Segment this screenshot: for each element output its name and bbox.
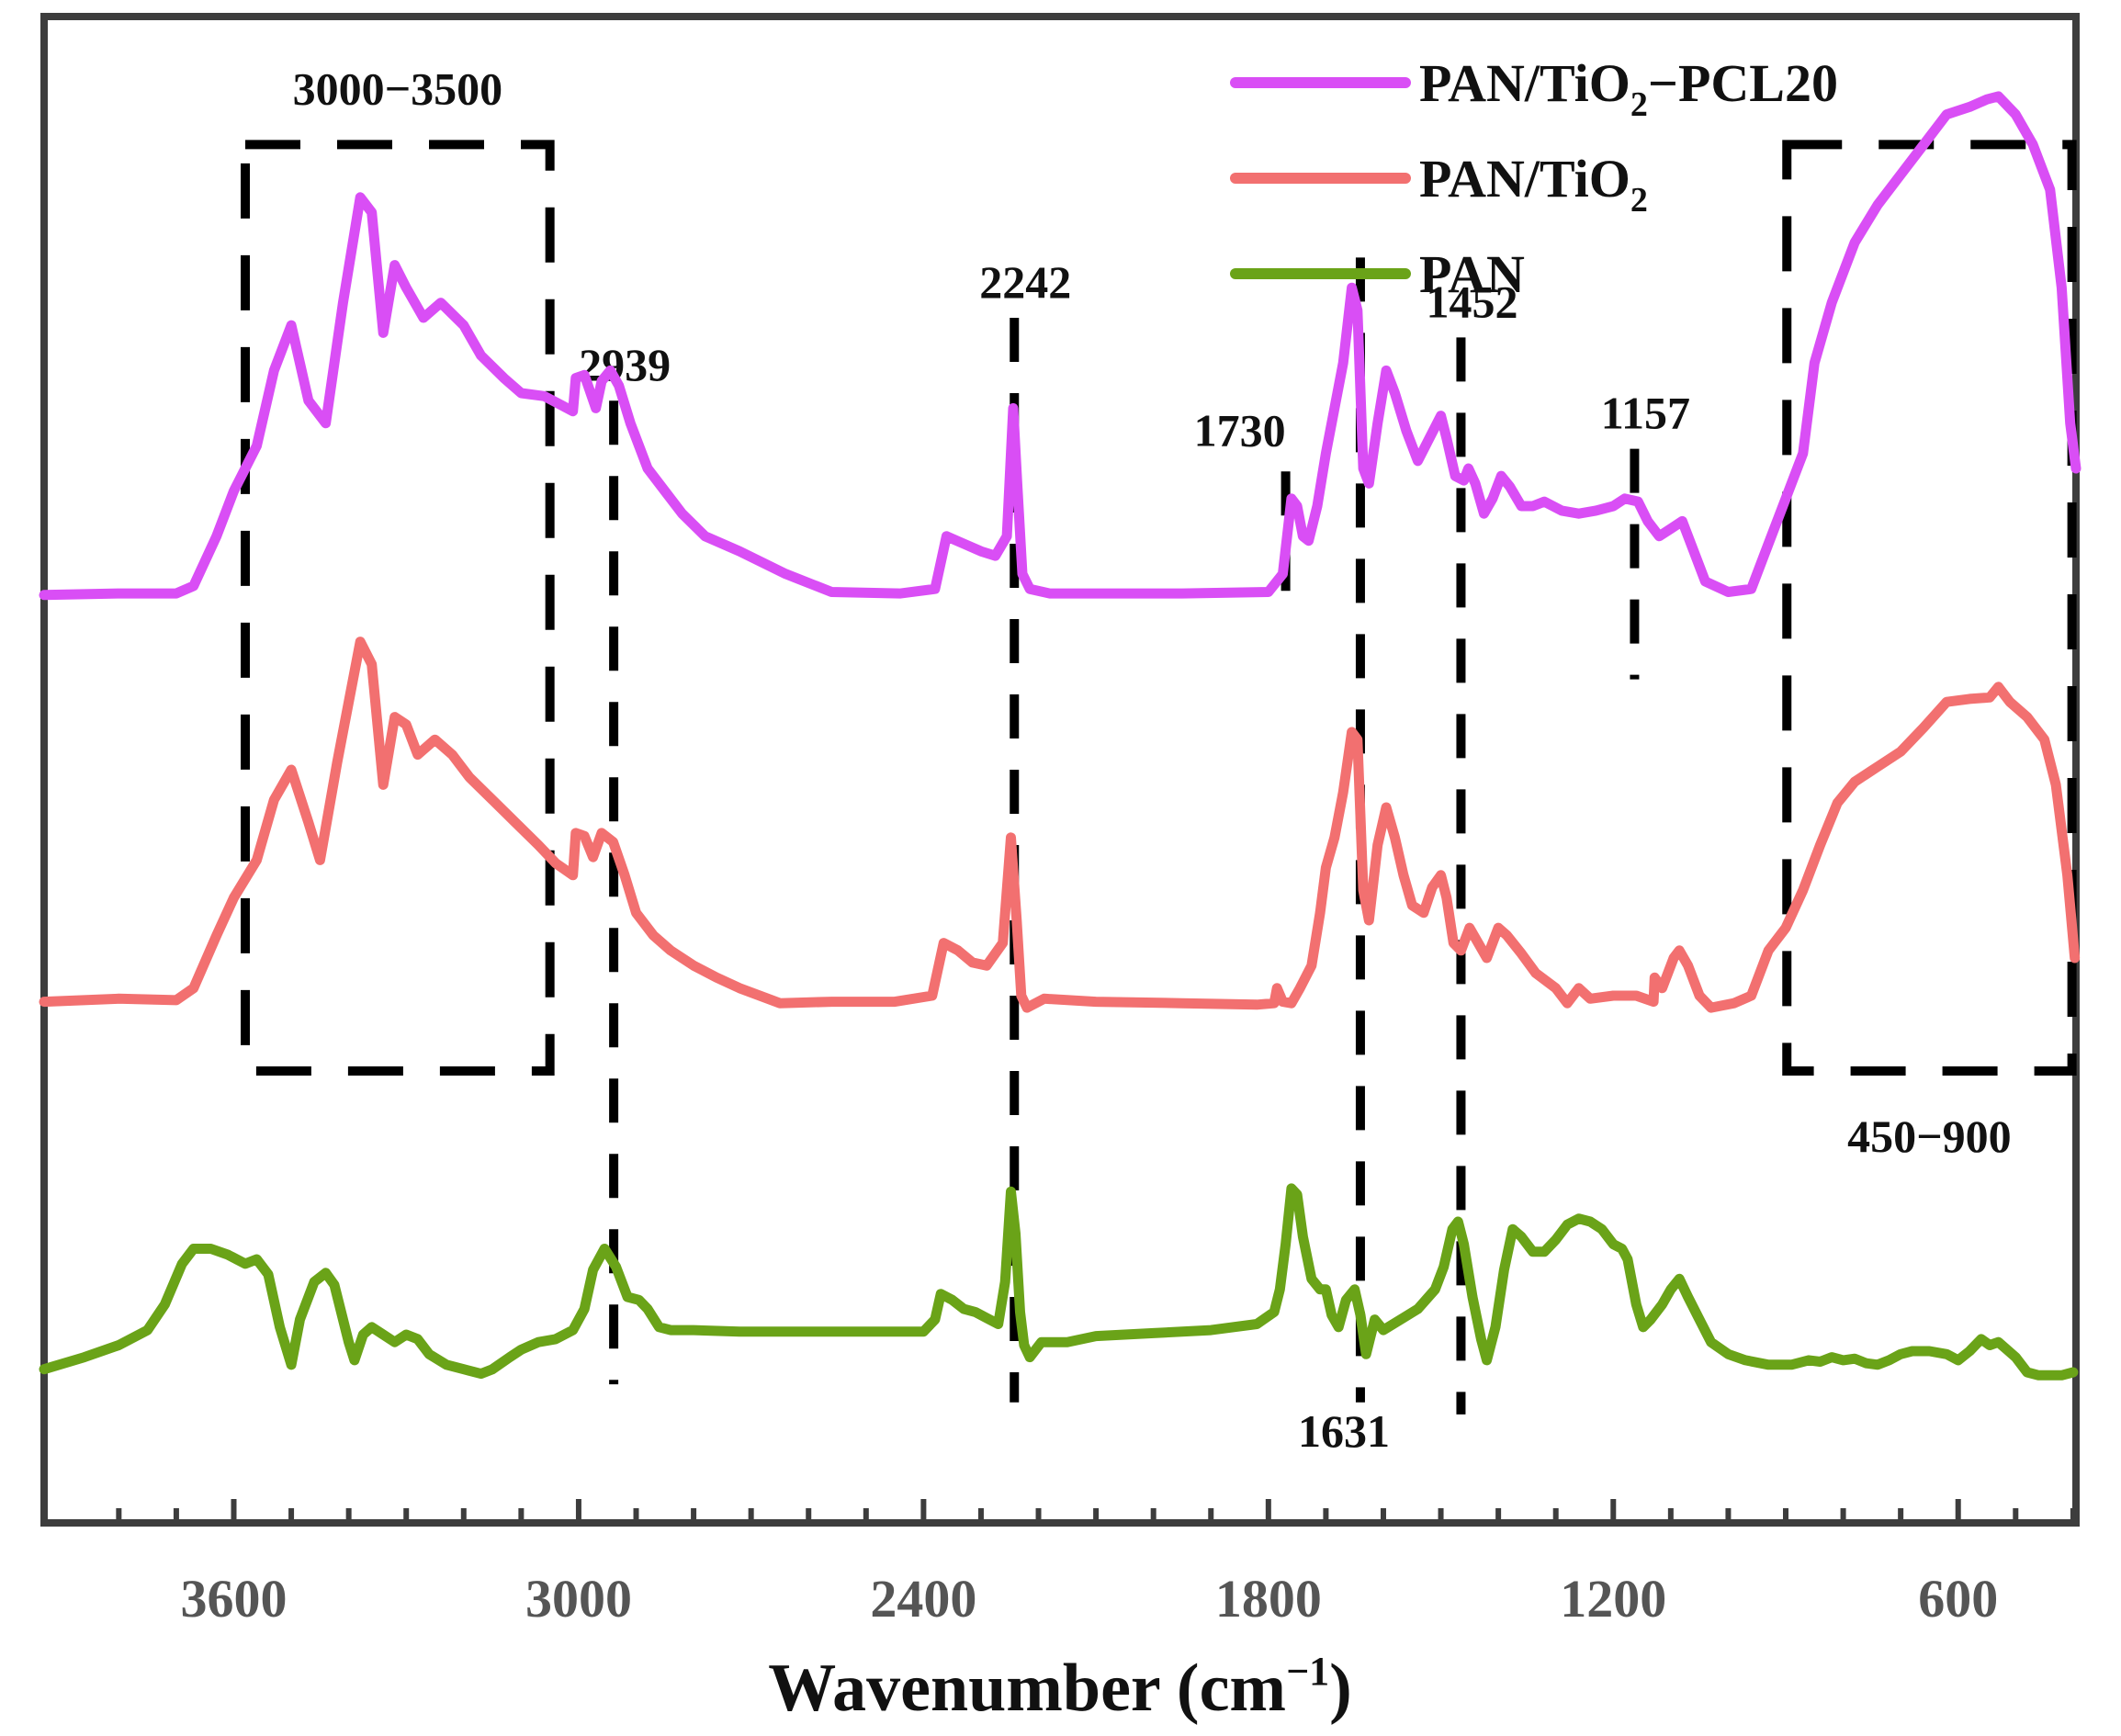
legend: PAN/TiO2−PCL20 PAN/TiO2 PAN: [1230, 53, 1838, 304]
series-line-pan: [39, 1183, 2079, 1381]
series-lines: [39, 91, 2082, 1381]
peak-label-1157: 1157: [1601, 388, 1690, 439]
legend-label-pan-tio2: PAN/TiO2: [1419, 149, 1648, 220]
x-tick-label-1200: 1200: [1560, 1569, 1666, 1629]
x-tick-label-600: 600: [1918, 1569, 1998, 1629]
peak-label-1452: 1452: [1426, 276, 1517, 327]
x-tick-label-1800: 1800: [1215, 1569, 1322, 1629]
plot-frame: [40, 13, 2080, 1527]
legend-label-pan-tio2-pcl20: PAN/TiO2−PCL20: [1419, 53, 1838, 124]
region-label-3000-3500: 3000−3500: [293, 62, 503, 114]
region-box-450-900: [1782, 140, 2077, 1076]
peak-markers: 2939 2242 1730 1631 1452 1157: [579, 256, 1690, 1457]
peak-label-1631: 1631: [1298, 1405, 1390, 1457]
legend-label-pan: PAN: [1419, 244, 1525, 304]
x-tick-label-3000: 3000: [525, 1569, 632, 1629]
x-tick-label-3600: 3600: [180, 1569, 287, 1629]
series-line-pan-tio2: [39, 637, 2081, 1013]
peak-label-2939: 2939: [579, 339, 671, 390]
series-line-pan-tio2-pcl20: [39, 91, 2082, 601]
peak-label-1730: 1730: [1194, 404, 1286, 456]
peak-label-2242: 2242: [979, 256, 1071, 308]
x-axis-ticks: 3600 3000 2400 1800 1200 600: [116, 1499, 2076, 1629]
x-tick-label-2400: 2400: [870, 1569, 976, 1629]
region-boxes: 3000−3500 450−900: [241, 62, 2077, 1162]
x-axis-title: Wavenumber (cm−1): [768, 1649, 1352, 1726]
region-box-3000-3500: [241, 140, 555, 1076]
region-label-450-900: 450−900: [1847, 1110, 2012, 1162]
